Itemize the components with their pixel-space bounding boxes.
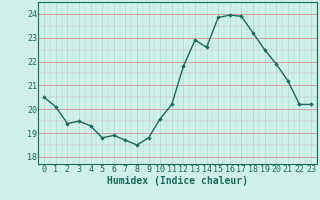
X-axis label: Humidex (Indice chaleur): Humidex (Indice chaleur) <box>107 176 248 186</box>
